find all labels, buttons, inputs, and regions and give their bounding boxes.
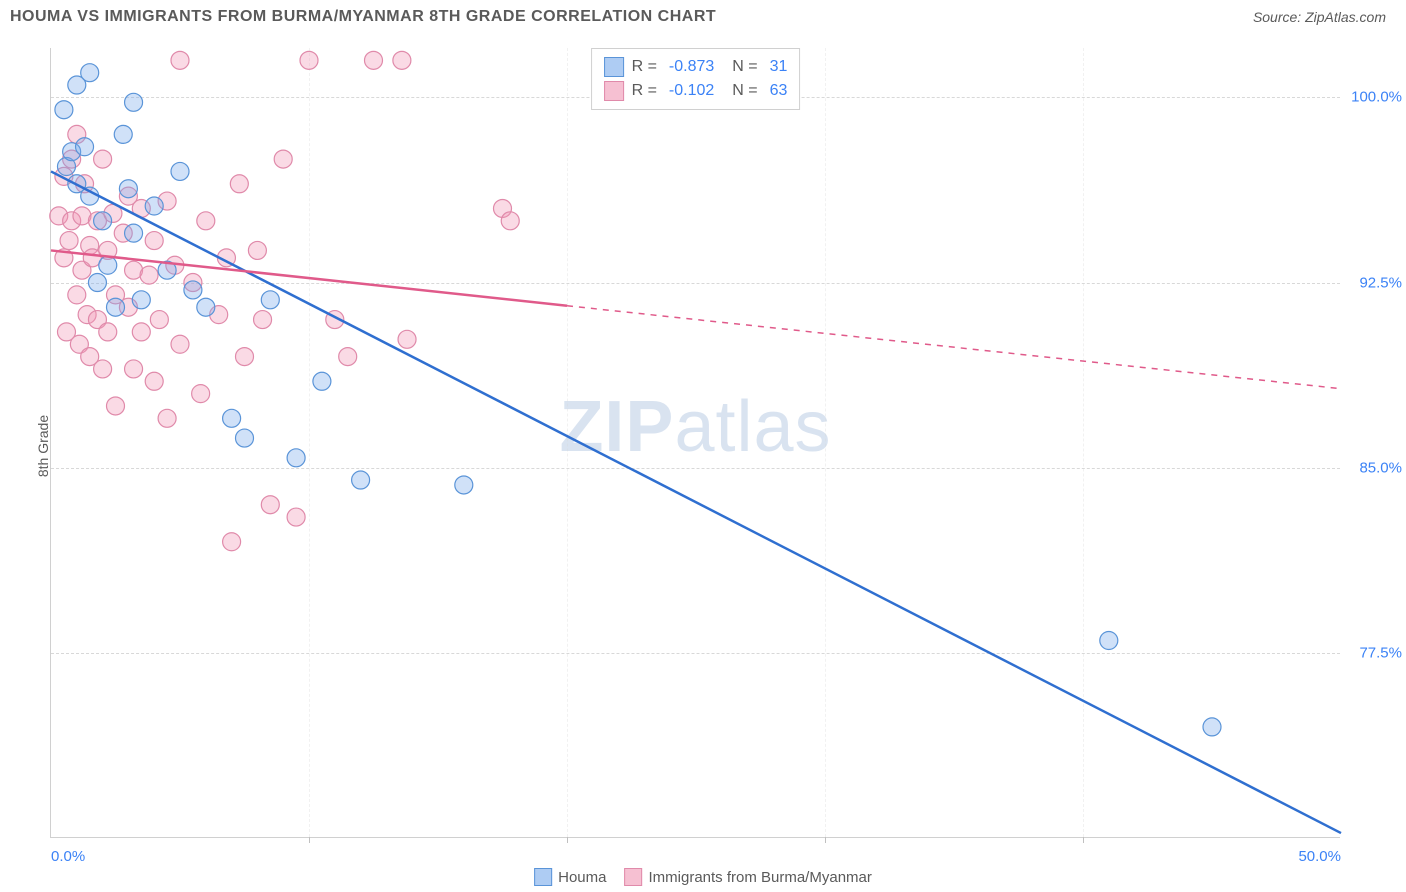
data-point bbox=[171, 51, 189, 69]
legend-label: Houma bbox=[558, 869, 606, 886]
x-tick-label: 0.0% bbox=[51, 848, 85, 865]
chart-title: HOUMA VS IMMIGRANTS FROM BURMA/MYANMAR 8… bbox=[10, 8, 716, 26]
legend-n-label: N = bbox=[732, 82, 757, 100]
x-tick-mark bbox=[567, 837, 568, 843]
x-tick-mark bbox=[1083, 837, 1084, 843]
data-point bbox=[125, 93, 143, 111]
legend-r-value: -0.102 bbox=[669, 82, 714, 100]
data-point bbox=[352, 471, 370, 489]
chart-source: Source: ZipAtlas.com bbox=[1253, 9, 1386, 25]
data-point bbox=[94, 150, 112, 168]
chart-header: HOUMA VS IMMIGRANTS FROM BURMA/MYANMAR 8… bbox=[0, 0, 1406, 34]
x-tick-mark bbox=[309, 837, 310, 843]
data-point bbox=[230, 175, 248, 193]
data-point bbox=[339, 348, 357, 366]
data-point bbox=[107, 397, 125, 415]
data-point bbox=[60, 232, 78, 250]
data-point bbox=[158, 409, 176, 427]
data-point bbox=[274, 150, 292, 168]
legend-r-label: R = bbox=[632, 58, 657, 76]
data-point bbox=[94, 212, 112, 230]
legend-item: Houma bbox=[534, 868, 606, 886]
data-point bbox=[455, 476, 473, 494]
data-point bbox=[236, 429, 254, 447]
data-point bbox=[88, 274, 106, 292]
data-point bbox=[81, 187, 99, 205]
data-point bbox=[55, 101, 73, 119]
data-point bbox=[145, 232, 163, 250]
data-point bbox=[145, 372, 163, 390]
data-point bbox=[125, 224, 143, 242]
data-point bbox=[300, 51, 318, 69]
x-tick-label: 50.0% bbox=[1298, 848, 1341, 865]
data-point bbox=[197, 298, 215, 316]
data-point bbox=[145, 197, 163, 215]
legend-r-label: R = bbox=[632, 82, 657, 100]
data-point bbox=[197, 212, 215, 230]
data-point bbox=[501, 212, 519, 230]
data-point bbox=[223, 533, 241, 551]
data-point bbox=[99, 256, 117, 274]
data-point bbox=[261, 496, 279, 514]
data-point bbox=[94, 360, 112, 378]
data-point bbox=[393, 51, 411, 69]
y-tick-label: 100.0% bbox=[1347, 89, 1402, 106]
y-axis-label: 8th Grade bbox=[35, 415, 51, 477]
legend-swatch bbox=[624, 868, 642, 886]
legend-r-value: -0.873 bbox=[669, 58, 714, 76]
data-point bbox=[132, 291, 150, 309]
data-point bbox=[99, 323, 117, 341]
legend-label: Immigrants from Burma/Myanmar bbox=[648, 869, 871, 886]
data-point bbox=[81, 64, 99, 82]
y-tick-label: 77.5% bbox=[1347, 644, 1402, 661]
data-point bbox=[287, 449, 305, 467]
legend-swatch bbox=[604, 81, 624, 101]
legend-item: Immigrants from Burma/Myanmar bbox=[624, 868, 871, 886]
y-tick-label: 85.0% bbox=[1347, 459, 1402, 476]
legend-n-value: 31 bbox=[770, 58, 788, 76]
data-point bbox=[150, 311, 168, 329]
y-tick-label: 92.5% bbox=[1347, 274, 1402, 291]
legend-swatch bbox=[604, 57, 624, 77]
trend-line-dashed bbox=[567, 306, 1341, 389]
data-point bbox=[236, 348, 254, 366]
legend-row: R = -0.873 N = 31 bbox=[604, 55, 788, 79]
legend-n-value: 63 bbox=[770, 82, 788, 100]
data-point bbox=[192, 385, 210, 403]
data-point bbox=[365, 51, 383, 69]
legend-n-label: N = bbox=[732, 58, 757, 76]
data-point bbox=[68, 286, 86, 304]
data-point bbox=[125, 360, 143, 378]
data-point bbox=[114, 125, 132, 143]
scatter-svg bbox=[51, 48, 1340, 837]
correlation-legend: R = -0.873 N = 31 R = -0.102 N = 63 bbox=[591, 48, 801, 110]
data-point bbox=[171, 335, 189, 353]
data-point bbox=[132, 323, 150, 341]
data-point bbox=[1100, 632, 1118, 650]
series-legend: Houma Immigrants from Burma/Myanmar bbox=[534, 868, 872, 886]
data-point bbox=[254, 311, 272, 329]
data-point bbox=[171, 162, 189, 180]
x-tick-mark bbox=[825, 837, 826, 843]
data-point bbox=[119, 180, 137, 198]
data-point bbox=[184, 281, 202, 299]
data-point bbox=[261, 291, 279, 309]
data-point bbox=[1203, 718, 1221, 736]
data-point bbox=[140, 266, 158, 284]
data-point bbox=[248, 241, 266, 259]
data-point bbox=[313, 372, 331, 390]
data-point bbox=[76, 138, 94, 156]
data-point bbox=[107, 298, 125, 316]
data-point bbox=[287, 508, 305, 526]
legend-swatch bbox=[534, 868, 552, 886]
data-point bbox=[398, 330, 416, 348]
legend-row: R = -0.102 N = 63 bbox=[604, 79, 788, 103]
chart-plot-area: ZIPatlas 77.5%85.0%92.5%100.0%0.0%50.0% … bbox=[50, 48, 1340, 838]
data-point bbox=[223, 409, 241, 427]
